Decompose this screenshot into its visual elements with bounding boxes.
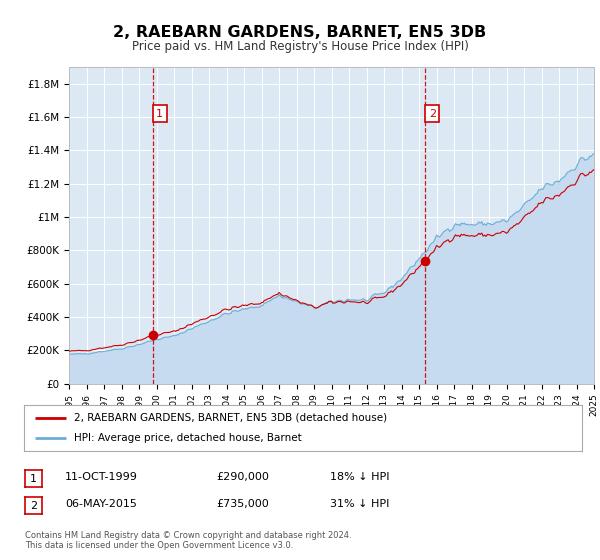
Text: £735,000: £735,000	[216, 499, 269, 509]
Text: 06-MAY-2015: 06-MAY-2015	[65, 499, 137, 509]
Text: HPI: Average price, detached house, Barnet: HPI: Average price, detached house, Barn…	[74, 433, 302, 443]
Text: Price paid vs. HM Land Registry's House Price Index (HPI): Price paid vs. HM Land Registry's House …	[131, 40, 469, 53]
Text: Contains HM Land Registry data © Crown copyright and database right 2024.
This d: Contains HM Land Registry data © Crown c…	[25, 531, 352, 550]
Text: 2, RAEBARN GARDENS, BARNET, EN5 3DB: 2, RAEBARN GARDENS, BARNET, EN5 3DB	[113, 25, 487, 40]
Text: 18% ↓ HPI: 18% ↓ HPI	[330, 472, 389, 482]
Text: £290,000: £290,000	[216, 472, 269, 482]
Text: 11-OCT-1999: 11-OCT-1999	[65, 472, 137, 482]
Text: 2: 2	[30, 501, 37, 511]
Text: 1: 1	[30, 474, 37, 484]
Text: 1: 1	[157, 109, 163, 119]
Text: 2, RAEBARN GARDENS, BARNET, EN5 3DB (detached house): 2, RAEBARN GARDENS, BARNET, EN5 3DB (det…	[74, 413, 388, 423]
Text: 2: 2	[428, 109, 436, 119]
Text: 31% ↓ HPI: 31% ↓ HPI	[330, 499, 389, 509]
